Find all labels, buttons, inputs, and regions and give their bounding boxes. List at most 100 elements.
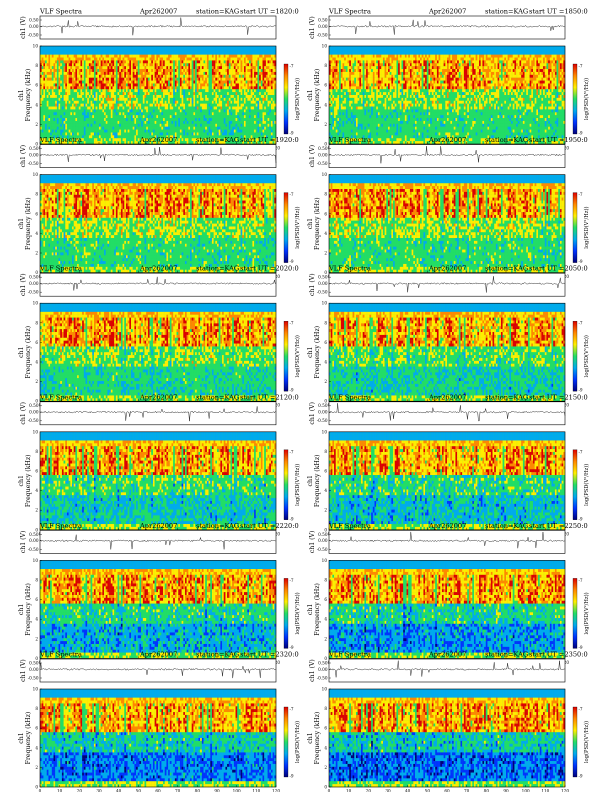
y-axis-frequency-label: Frequency (kHz) [25,69,32,122]
colorbar [573,64,577,134]
trace-tick-label: 0.00 [318,24,328,29]
panel-start-time: start UT =2220:0 [240,522,299,530]
y-tick-label: 6 [324,211,327,216]
trace-tick-label: 0.00 [29,410,39,415]
spectrogram [329,175,565,273]
panel-station: station=KAG [196,393,239,401]
panel-title-vlf-spectra: VLF Spectra [39,265,82,273]
trace-frame [329,16,565,39]
start-value: 1820:0 [275,8,298,16]
trace-tick-label: 0.50 [318,17,328,22]
trace-frame [40,530,276,553]
colorbar-label: log(PSD(V²/Hz)) [583,721,590,763]
panel-date: Apr262007 [139,393,177,401]
colorbar-tick-label: -7 [579,321,583,326]
colorbar-tick-label: -7 [579,449,583,454]
trace-axis-label: ch1 (V) [20,145,27,168]
panel-start-time: start UT =2020:0 [240,265,299,273]
trace-tick-label: 0.00 [318,152,328,157]
colorbar-tick-label: -9 [579,259,583,264]
y-tick-label: 2 [324,122,327,127]
y-tick-label: 6 [35,83,38,88]
y-tick-label: 10 [322,558,328,563]
y-axis-channel-label: ch1 [307,218,314,229]
x-tick-label: 120 [561,789,569,793]
panel-date: Apr262007 [428,393,466,401]
y-tick-label: 10 [33,301,39,306]
y-tick-label: 6 [324,83,327,88]
panel-start-time: start UT =1920:0 [240,136,299,144]
x-tick-label: 50 [136,789,142,793]
y-axis-channel-label: ch1 [307,475,314,486]
x-tick-label: 80 [484,789,490,793]
trace-tick-label: -0.50 [28,161,39,166]
start-value: 2150:0 [564,393,587,401]
x-tick-label: 100 [522,789,530,793]
x-tick-label: 40 [116,789,122,793]
panel-date: Apr262007 [139,8,177,16]
colorbar-label: log(PSD(V²/Hz)) [583,592,590,634]
panel-date: Apr262007 [428,522,466,530]
y-tick-label: 6 [35,726,38,731]
panel-date: Apr262007 [139,522,177,530]
panel-start-time: start UT =1850:0 [529,8,588,16]
start-prefix: start UT = [529,136,564,144]
trace-frame [329,530,565,553]
trace-frame [329,659,565,682]
panel-date: Apr262007 [139,651,177,659]
panel-title-vlf-spectra: VLF Spectra [328,8,371,16]
colorbar-tick-label: -7 [290,64,294,69]
colorbar [573,321,577,391]
x-tick-label: 10 [57,789,63,793]
trace-tick-label: -0.50 [317,547,328,552]
trace-tick-label: 0.00 [29,538,39,543]
x-tick-label: 40 [405,789,411,793]
spectrogram [329,689,565,787]
start-value: 2320:0 [275,651,298,659]
y-tick-label: 4 [324,488,327,493]
y-axis-frequency-label: Frequency (kHz) [314,326,321,379]
start-value: 2350:0 [564,651,587,659]
x-tick-label: 90 [503,789,509,793]
colorbar-label: log(PSD(V²/Hz)) [583,464,590,506]
y-tick-label: 8 [324,63,327,68]
y-axis-frequency-label: Frequency (kHz) [25,583,32,636]
colorbar [284,321,288,391]
y-tick-label: 8 [35,578,38,583]
colorbar-tick-label: -7 [290,578,294,583]
panel-station: station=KAG [485,651,528,659]
panel-station: station=KAG [196,265,239,273]
spectrogram [329,432,565,530]
y-tick-label: 2 [35,251,38,256]
y-axis-channel-label: ch1 [18,732,25,743]
colorbar-tick-label: -9 [290,774,294,779]
colorbar [284,578,288,648]
y-tick-label: 2 [35,765,38,770]
y-tick-label: 4 [35,617,38,622]
panel-date: Apr262007 [428,8,466,16]
colorbar-label: log(PSD(V²/Hz)) [294,464,301,506]
colorbar-tick-label: -7 [579,64,583,69]
y-tick-label: 8 [324,578,327,583]
trace-tick-label: 0.50 [318,275,328,280]
colorbar-tick-label: -7 [290,192,294,197]
trace-tick-label: 0.50 [29,275,39,280]
y-tick-label: 2 [35,122,38,127]
y-tick-label: 6 [35,211,38,216]
y-tick-label: 4 [324,231,327,236]
x-tick-label: 10 [346,789,352,793]
y-tick-label: 6 [324,726,327,731]
trace-tick-label: 0.50 [29,17,39,22]
colorbar-label: log(PSD(V²/Hz)) [294,592,301,634]
panel-station: station=KAG [485,8,528,16]
panel-title-vlf-spectra: VLF Spectra [328,651,371,659]
trace-frame [40,659,276,682]
start-prefix: start UT = [240,651,275,659]
trace-frame [40,16,276,39]
y-axis-frequency-label: Frequency (kHz) [25,326,32,379]
spectrogram [329,46,565,144]
colorbar-tick-label: -9 [579,131,583,136]
x-tick-label: 0 [328,789,331,793]
